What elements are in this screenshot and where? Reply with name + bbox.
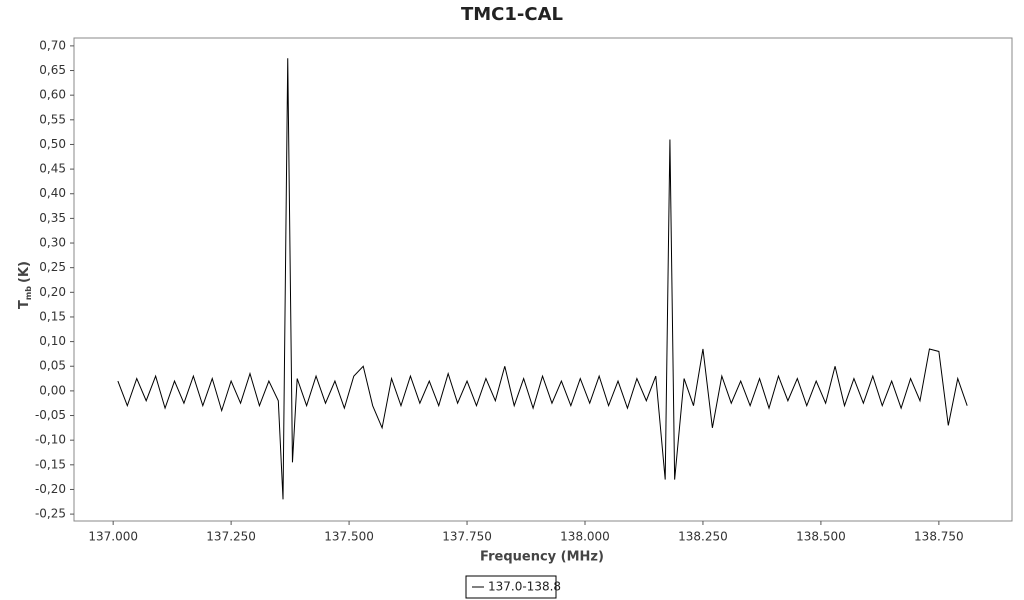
y-tick-label: 0,70: [39, 38, 66, 52]
chart-title: TMC1-CAL: [461, 4, 563, 25]
y-tick-label: 0,25: [39, 260, 66, 274]
x-tick-label: 137.000: [88, 530, 138, 544]
y-tick-label: 0,60: [39, 88, 66, 102]
y-label-main: T: [17, 300, 32, 309]
x-tick-label: 137.250: [206, 530, 256, 544]
legend-label: 137.0-138.8: [488, 580, 561, 594]
y-tick-label: -0,15: [35, 457, 66, 471]
y-label-sub: mb: [24, 286, 33, 300]
y-tick-label: -0,25: [35, 507, 66, 521]
x-tick-label: 138.250: [678, 530, 728, 544]
y-tick-label: 0,15: [39, 309, 66, 323]
y-tick-label: 0,10: [39, 334, 66, 348]
y-tick-label: 0,05: [39, 359, 66, 373]
x-tick-label: 138.500: [796, 530, 846, 544]
y-tick-label: 0,00: [39, 383, 66, 397]
y-axis-label: Tmb (K): [17, 261, 33, 309]
y-tick-label: -0,10: [35, 433, 66, 447]
plot-frame: [73, 37, 1013, 522]
x-tick-label: 137.750: [442, 530, 492, 544]
x-tick-label: 137.500: [324, 530, 374, 544]
y-tick-label: 0,35: [39, 211, 66, 225]
y-tick-label: 0,65: [39, 63, 66, 77]
y-tick-label: 0,40: [39, 186, 66, 200]
y-tick-label: 0,20: [39, 285, 66, 299]
y-tick-label: -0,20: [35, 482, 66, 496]
y-tick-label: 0,50: [39, 137, 66, 151]
x-tick-label: 138.000: [560, 530, 610, 544]
y-tick-label: 0,55: [39, 112, 66, 126]
legend-box: [465, 575, 557, 599]
y-tick-label: 0,30: [39, 236, 66, 250]
y-label-unit: (K): [17, 261, 32, 283]
x-tick-label: 138.750: [914, 530, 964, 544]
spectrum-line: [117, 58, 968, 500]
y-tick-label: 0,45: [39, 162, 66, 176]
y-tick-label: -0,05: [35, 408, 66, 422]
x-axis-label: Frequency (MHz): [480, 550, 604, 565]
